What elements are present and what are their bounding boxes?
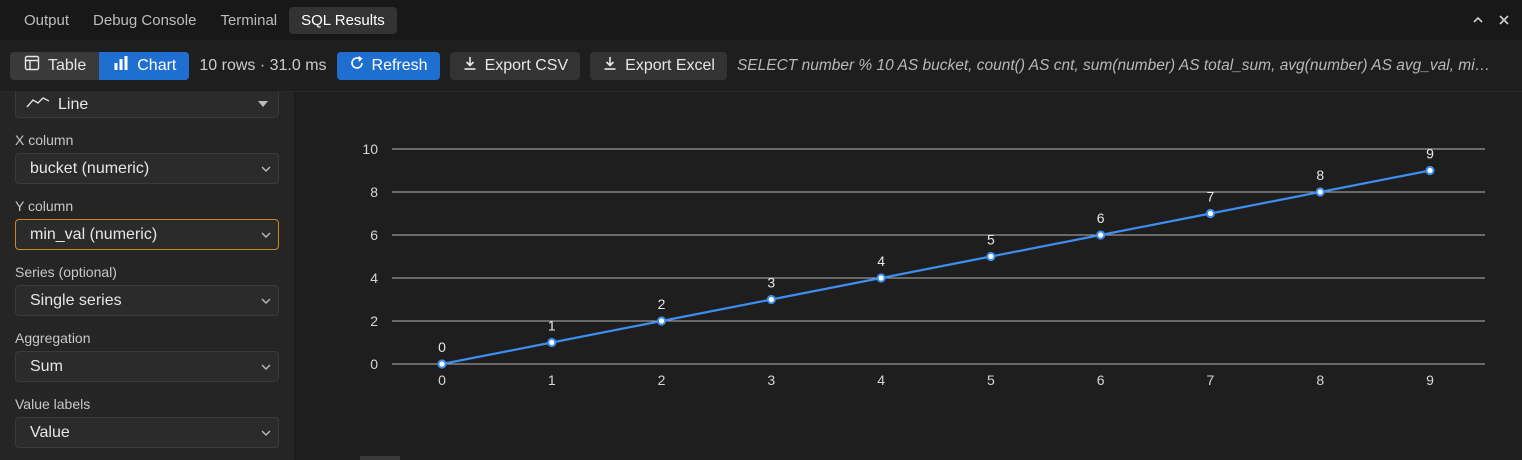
table-icon xyxy=(24,55,40,76)
y-tick-label: 4 xyxy=(370,270,378,286)
refresh-button[interactable]: Refresh xyxy=(336,51,440,80)
horizontal-scrollbar[interactable] xyxy=(360,456,400,460)
chart-view-label: Chart xyxy=(137,56,177,74)
panel-tab-bar: Output Debug Console Terminal SQL Result… xyxy=(0,0,1522,40)
data-label: 9 xyxy=(1426,146,1434,162)
tab-output[interactable]: Output xyxy=(24,11,70,29)
x-column-label: X column xyxy=(15,132,74,148)
aggregation-select[interactable]: Sum xyxy=(15,351,279,382)
export-excel-label: Export Excel xyxy=(625,56,715,74)
refresh-label: Refresh xyxy=(371,56,428,74)
sql-query-text: SELECT number % 10 AS bucket, count() AS… xyxy=(736,56,1497,74)
x-tick-label: 4 xyxy=(877,372,885,388)
data-label: 4 xyxy=(877,253,885,269)
x-tick-label: 8 xyxy=(1316,372,1324,388)
chevron-down-icon xyxy=(260,426,272,444)
chevron-down-icon xyxy=(260,360,272,378)
chart-settings-sidebar: Line X column bucket (numeric) Y column … xyxy=(0,92,294,460)
data-label: 0 xyxy=(438,339,446,355)
tab-sql-results[interactable]: SQL Results xyxy=(289,6,397,34)
export-csv-button[interactable]: Export CSV xyxy=(449,51,581,80)
chevron-up-icon[interactable] xyxy=(1472,14,1484,26)
result-meta: 10 rows · 31.0 ms xyxy=(199,56,327,74)
series-label: Series (optional) xyxy=(15,264,117,280)
y-tick-label: 2 xyxy=(370,313,378,329)
export-excel-button[interactable]: Export Excel xyxy=(590,51,727,80)
panel-actions xyxy=(1472,0,1510,40)
chevron-down-icon xyxy=(260,162,272,180)
x-column-select[interactable]: bucket (numeric) xyxy=(15,153,279,184)
data-label: 8 xyxy=(1316,167,1324,183)
y-tick-label: 8 xyxy=(370,184,378,200)
data-point xyxy=(766,294,776,305)
data-point xyxy=(547,337,557,348)
data-label: 2 xyxy=(658,296,666,312)
chart-type-value: Line xyxy=(58,95,89,113)
export-csv-label: Export CSV xyxy=(484,56,569,74)
data-label: 1 xyxy=(548,318,556,334)
x-column-value: bucket (numeric) xyxy=(30,159,150,177)
data-point xyxy=(1315,187,1325,197)
data-point xyxy=(1425,165,1435,176)
x-tick-label: 5 xyxy=(987,372,995,388)
value-labels-select[interactable]: Value xyxy=(15,417,279,448)
refresh-icon xyxy=(349,55,365,76)
x-tick-label: 2 xyxy=(658,372,666,388)
data-point xyxy=(876,273,886,283)
chevron-down-icon xyxy=(260,228,272,246)
series-select[interactable]: Single series xyxy=(15,285,279,316)
data-point xyxy=(656,316,667,326)
close-icon[interactable] xyxy=(1498,14,1510,26)
value-labels-value: Value xyxy=(30,423,70,441)
y-tick-label: 10 xyxy=(362,141,378,157)
x-tick-label: 3 xyxy=(767,372,775,388)
line-chart-icon xyxy=(26,95,50,114)
download-icon xyxy=(602,55,618,76)
data-point xyxy=(1205,208,1216,219)
chart-area: 0 2 4 6 8 10 0 1 2 3 4 5 6 7 8 9 0 1 2 3 4 5 6 7 8 9 xyxy=(296,92,1522,460)
y-tick-label: 0 xyxy=(370,356,378,372)
value-labels-label: Value labels xyxy=(15,396,91,412)
triangle-down-icon xyxy=(258,101,268,107)
x-tick-label: 9 xyxy=(1426,372,1434,388)
chevron-down-icon xyxy=(260,294,272,312)
table-view-button[interactable]: Table xyxy=(10,52,99,80)
data-label: 7 xyxy=(1207,189,1215,205)
chart-type-select[interactable]: Line xyxy=(15,92,279,118)
data-label: 5 xyxy=(987,232,995,248)
results-toolbar: Table Chart 10 rows · 31.0 ms Refresh Ex… xyxy=(0,40,1522,92)
data-label: 3 xyxy=(767,275,775,291)
line-chart: 0 2 4 6 8 10 0 1 2 3 4 5 6 7 8 9 0 1 2 3 4 5 6 7 8 9 xyxy=(362,141,1485,388)
series-value: Single series xyxy=(30,291,122,309)
y-column-select[interactable]: min_val (numeric) xyxy=(15,219,279,250)
y-column-label: Y column xyxy=(15,198,74,214)
x-tick-label: 0 xyxy=(438,372,446,388)
data-label: 6 xyxy=(1097,210,1105,226)
x-tick-label: 7 xyxy=(1207,372,1215,388)
x-tick-label: 6 xyxy=(1097,372,1105,388)
y-tick-label: 6 xyxy=(370,227,378,243)
table-view-label: Table xyxy=(48,56,87,74)
y-column-value: min_val (numeric) xyxy=(30,225,158,243)
data-point xyxy=(1096,230,1106,240)
aggregation-label: Aggregation xyxy=(15,330,91,346)
download-icon xyxy=(462,55,478,76)
data-point xyxy=(437,359,447,369)
tab-debug-console[interactable]: Debug Console xyxy=(93,11,197,29)
bar-chart-icon xyxy=(113,55,129,76)
view-toggle: Table Chart xyxy=(10,51,190,80)
data-point xyxy=(986,251,996,262)
x-tick-label: 1 xyxy=(548,372,556,388)
sidebar-splitter[interactable] xyxy=(294,92,296,460)
tab-terminal[interactable]: Terminal xyxy=(220,11,278,29)
aggregation-value: Sum xyxy=(30,357,63,375)
series-line xyxy=(441,169,1431,366)
chart-view-button[interactable]: Chart xyxy=(99,51,190,80)
